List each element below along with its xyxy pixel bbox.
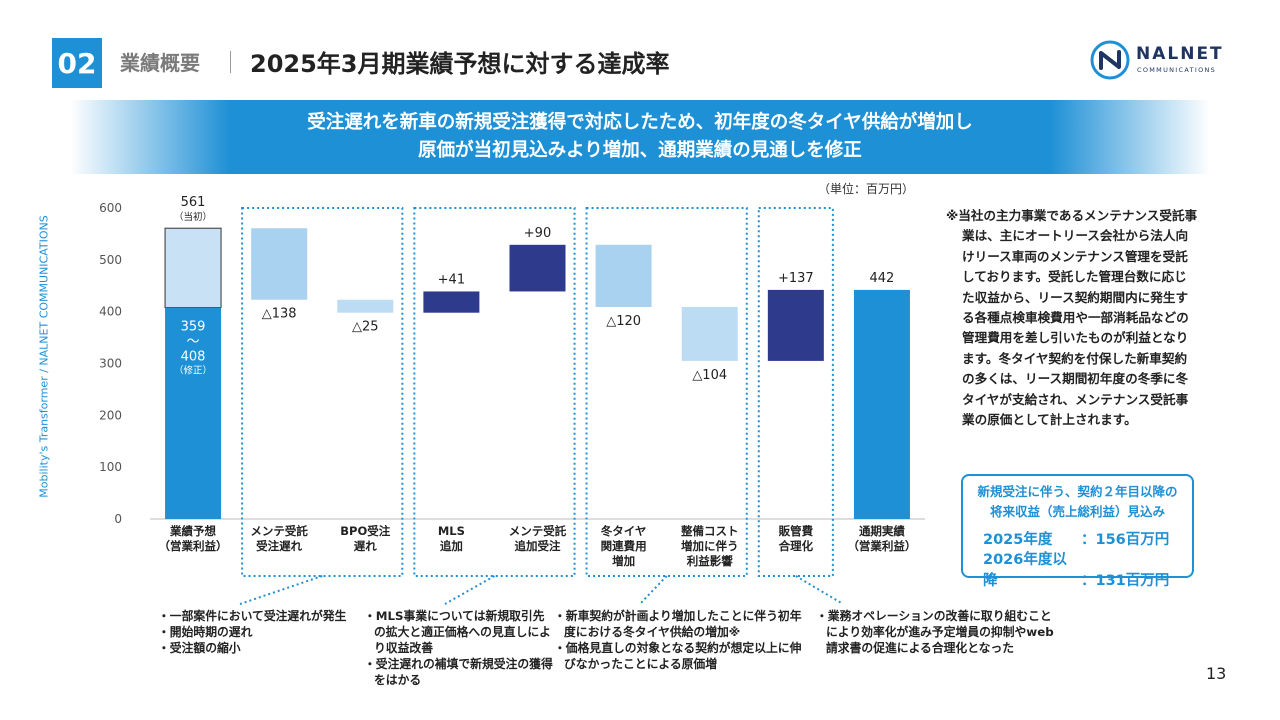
bar-decrease-label: △138: [262, 307, 297, 322]
group-box-2: [413, 207, 576, 577]
bar-increase: [423, 291, 480, 313]
y-tick-label: 0: [114, 512, 122, 526]
bar-decrease: [595, 244, 652, 308]
explanation-group-4: ・業務オペレーションの改善に取り組むことにより効率化が進み予定増員の抑制やweb…: [816, 608, 1056, 656]
group-box-4: [757, 207, 834, 577]
bar-decrease: [337, 299, 394, 313]
page-title: 2025年3月期業績予想に対する達成率: [250, 50, 670, 78]
y-tick-label: 400: [99, 305, 122, 319]
group-box-3: [585, 207, 748, 577]
explanation-group-2: ・MLS事業については新規取引先の拡大と適正価格への見直しにより収益改善 ・受注…: [364, 608, 554, 688]
bar-increase-label: +41: [438, 272, 465, 287]
category-label: 利益影響: [686, 554, 733, 568]
category-label: 関連費用: [601, 539, 647, 553]
category-label: 増加に伴う: [681, 539, 739, 553]
future-revenue-row-2025: 2025年度 ：156百万円: [983, 528, 1169, 549]
y-tick-label: 500: [99, 253, 122, 267]
bar-total-label: 442: [870, 271, 895, 286]
unit-label: （単位：百万円）: [818, 182, 915, 196]
explanation-item: ・受注遅れの補填で新規受注の獲得をはかる: [364, 657, 553, 687]
explanation-group-1: ・一部案件において受注遅れが発生 ・開始時期の遅れ ・受注額の縮小: [158, 608, 363, 656]
section-number: 02: [52, 38, 102, 88]
future-revenue-row-2026: 2026年度以降 ：131百万円: [983, 548, 1169, 590]
explanation-item: ・MLS事業については新規取引先の拡大と適正価格への見直しにより収益改善: [364, 609, 551, 655]
y-tick-label: 100: [99, 460, 122, 474]
bar-increase: [767, 289, 824, 361]
category-label: メンテ受託: [509, 524, 567, 538]
explanation-item: ・受注額の縮小: [158, 641, 241, 655]
y-tick-label: 600: [99, 201, 122, 215]
bar-decrease-label: △120: [606, 314, 641, 329]
category-label: BPO受注: [340, 524, 390, 538]
company-logo: NALNET COMMUNICATIONS: [1090, 40, 1250, 86]
category-label: 追加受注: [515, 539, 561, 553]
category-label: 業績予想: [169, 524, 216, 538]
forecast-original-sublabel: （当初）: [174, 211, 212, 223]
forecast-revised-label: 408: [181, 350, 206, 365]
category-label: 追加: [440, 539, 463, 553]
bar-decrease: [251, 228, 308, 300]
category-label: 販管費: [779, 524, 814, 538]
forecast-revised-label: 359: [181, 320, 206, 335]
forecast-revised-label: 〜: [187, 335, 200, 350]
page-number: 13: [1206, 664, 1227, 683]
business-note: ※当社の主力事業であるメンテナンス受託事業は、主にオートリース会社から法人向けリ…: [946, 208, 1198, 428]
explanation-item: ・価格見直しの対象となる契約が想定以上に伸びなかったことによる原価増: [554, 641, 802, 671]
category-label: （営業利益）: [159, 539, 228, 553]
banner-line-1: 受注遅れを新車の新規受注獲得で対応したため、初年度の冬タイヤ供給が増加し: [307, 112, 973, 133]
group-connector-2: [444, 575, 495, 605]
bar-increase: [509, 244, 566, 292]
category-label: MLS: [438, 524, 465, 538]
section-label: 業績概要: [120, 51, 200, 75]
category-label: 整備コスト: [680, 524, 739, 538]
bar-decrease-label: △25: [352, 320, 379, 335]
y-tick-label: 300: [99, 357, 122, 371]
explanation-item: ・開始時期の遅れ: [158, 625, 253, 639]
bar-increase-label: +137: [778, 271, 814, 286]
future-revenue-box: 新規受注に伴う、契約２年目以降の 将来収益（売上総利益）見込み 2025年度 ：1…: [961, 474, 1194, 589]
y-tick-label: 200: [99, 408, 122, 422]
row-key: 2026年度以降: [983, 552, 1067, 589]
row-value: ：156百万円: [1081, 532, 1170, 548]
group-box-1: [241, 207, 404, 577]
bar-increase-label: +90: [524, 226, 551, 241]
forecast-original-label: 561: [181, 195, 206, 210]
bar-decrease-label: △104: [692, 368, 727, 383]
forecast-revised-sublabel: （修正）: [174, 365, 212, 377]
nalnet-logo-icon: [1090, 40, 1130, 80]
headline-banner: 受注遅れを新車の新規受注獲得で対応したため、初年度の冬タイヤ供給が増加し 原価が…: [70, 100, 1210, 174]
category-label: 冬タイヤ: [601, 524, 647, 538]
banner-line-2: 原価が当初見込みより増加、通期業績の見通しを修正: [418, 140, 862, 161]
bar-decrease: [681, 307, 738, 361]
category-label: 増加: [612, 554, 635, 568]
explanation-item: ・一部案件において受注遅れが発生: [158, 609, 347, 623]
explanation-item: ・新車契約が計画より増加したことに伴う初年度における冬タイヤ供給の増加※: [554, 609, 802, 639]
category-label: メンテ受託: [250, 524, 308, 538]
title-separator: [230, 51, 231, 73]
future-revenue-title-line-1: 新規受注に伴う、契約２年目以降の: [977, 484, 1178, 499]
group-connector-4: [795, 575, 844, 605]
row-value: ：131百万円: [1081, 573, 1170, 589]
future-revenue-title: 新規受注に伴う、契約２年目以降の 将来収益（売上総利益）見込み: [963, 482, 1192, 522]
category-label: 遅れ: [354, 539, 377, 553]
category-label: 通期実績: [859, 524, 905, 538]
category-label: 受注遅れ: [256, 539, 302, 553]
logo-subtitle: COMMUNICATIONS: [1137, 66, 1217, 74]
row-key: 2025年度: [983, 532, 1053, 548]
bar-total: [853, 289, 910, 519]
group-connector-3: [639, 575, 668, 605]
group-connector-1: [239, 575, 323, 605]
explanation-group-3: ・新車契約が計画より増加したことに伴う初年度における冬タイヤ供給の増加※ ・価格…: [554, 608, 804, 672]
category-label: 合理化: [779, 539, 814, 553]
bar-forecast-revised: [165, 307, 222, 519]
future-revenue-title-line-2: 将来収益（売上総利益）見込み: [989, 504, 1165, 519]
explanation-item: ・業務オペレーションの改善に取り組むことにより効率化が進み予定増員の抑制やweb…: [816, 609, 1054, 655]
category-label: （営業利益）: [847, 539, 916, 553]
bar-forecast-original: [164, 227, 222, 309]
logo-name: NALNET: [1136, 44, 1224, 64]
